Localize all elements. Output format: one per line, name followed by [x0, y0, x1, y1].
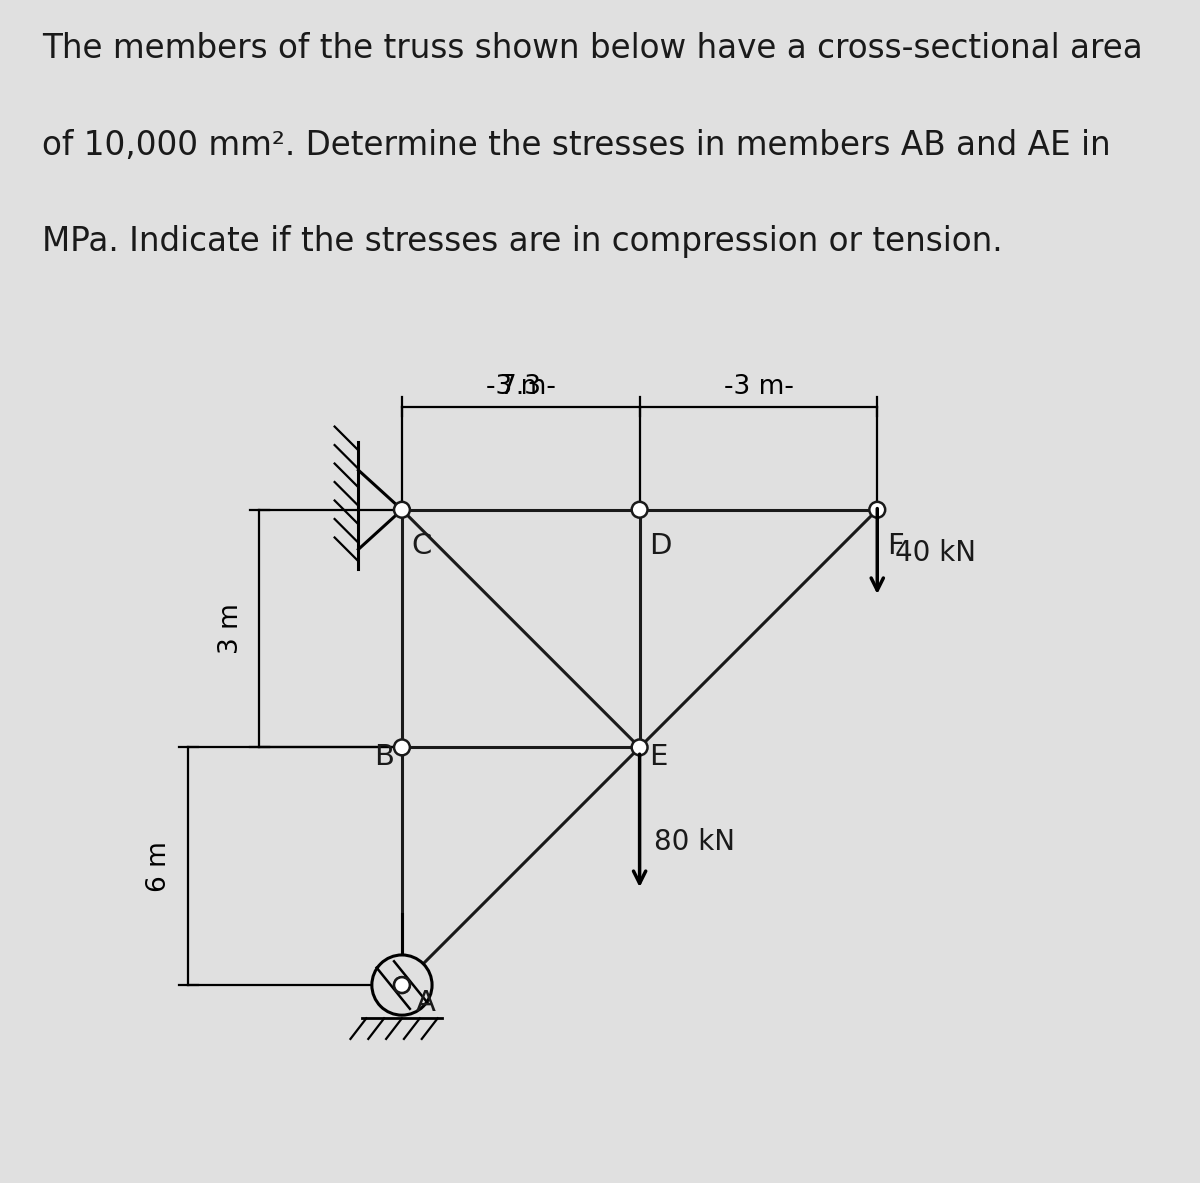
Circle shape: [372, 955, 432, 1015]
Circle shape: [394, 977, 410, 993]
Text: 7.3: 7.3: [499, 375, 541, 400]
Text: of 10,000 mm². Determine the stresses in members AB and AE in: of 10,000 mm². Determine the stresses in…: [42, 129, 1111, 162]
Text: E: E: [649, 743, 667, 771]
Circle shape: [394, 502, 410, 518]
Text: 80 kN: 80 kN: [654, 828, 734, 856]
Text: 6 m: 6 m: [146, 841, 173, 892]
Text: D: D: [649, 532, 672, 560]
Text: 40 kN: 40 kN: [895, 539, 976, 568]
Text: F: F: [887, 532, 904, 560]
Circle shape: [869, 502, 886, 518]
Text: 3 m: 3 m: [217, 603, 244, 654]
Text: MPa. Indicate if the stresses are in compression or tension.: MPa. Indicate if the stresses are in com…: [42, 226, 1003, 258]
Circle shape: [631, 502, 648, 518]
Circle shape: [394, 739, 410, 755]
Text: A: A: [416, 989, 436, 1017]
Text: -3 m-: -3 m-: [724, 375, 793, 400]
Circle shape: [631, 739, 648, 755]
Text: C: C: [412, 532, 432, 560]
Circle shape: [394, 977, 410, 993]
Text: -3 m-: -3 m-: [486, 375, 556, 400]
Text: B: B: [374, 743, 395, 771]
Text: The members of the truss shown below have a cross-sectional area: The members of the truss shown below hav…: [42, 32, 1142, 65]
